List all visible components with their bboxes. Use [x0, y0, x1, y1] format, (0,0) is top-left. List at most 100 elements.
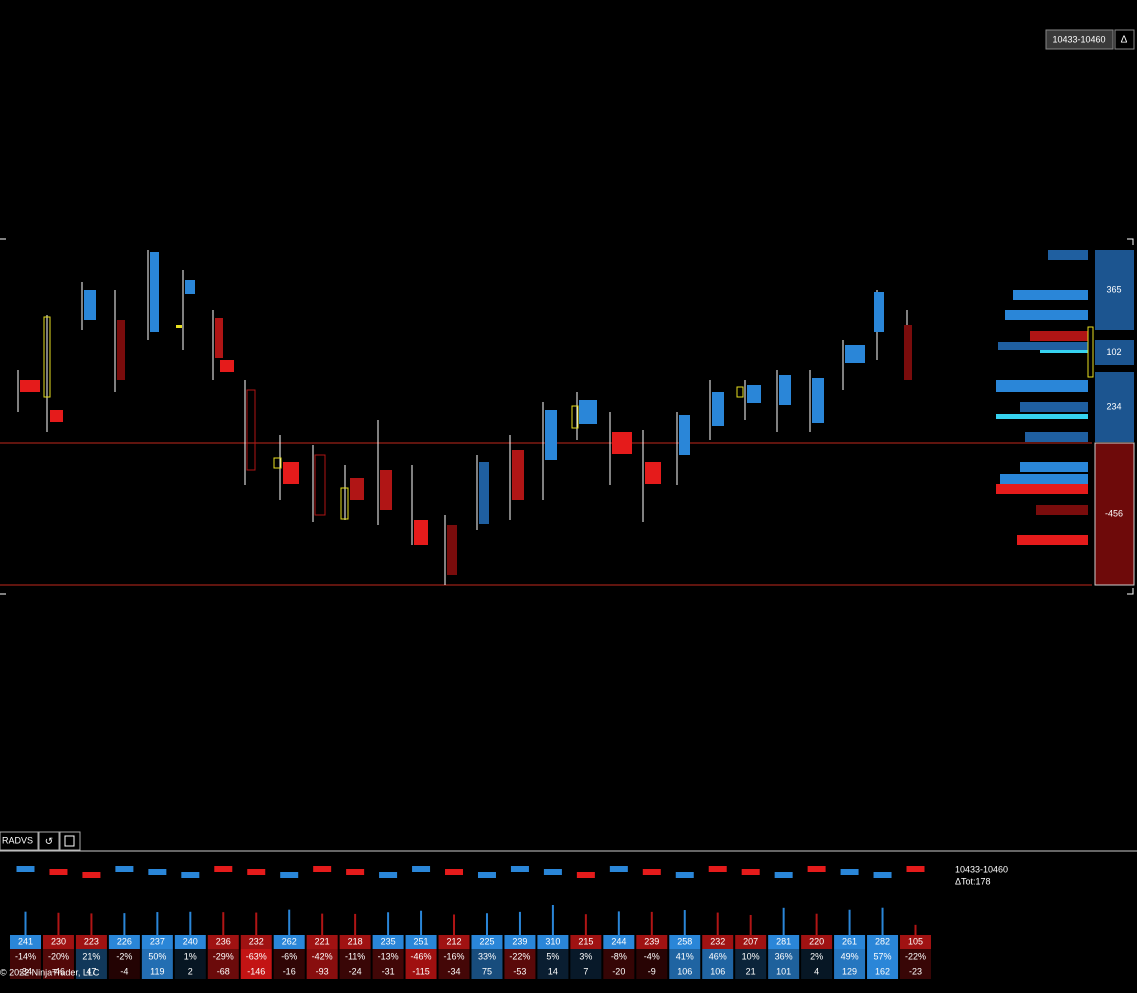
mini-candle: [774, 872, 793, 878]
total-cell: [537, 935, 569, 949]
total-value: 207: [743, 936, 758, 946]
panel-range: 10433-10460: [955, 864, 1008, 874]
total-cell: [75, 935, 107, 949]
delta-value: 2: [188, 966, 193, 976]
pct-value: -4%: [644, 951, 660, 961]
delta-button-label[interactable]: Δ: [1121, 35, 1128, 46]
range-button-label[interactable]: 10433-10460: [1052, 34, 1105, 44]
total-cell: [570, 935, 602, 949]
total-cell: [372, 935, 404, 949]
delta-button[interactable]: [1114, 29, 1135, 50]
mini-candle: [148, 869, 167, 875]
total-value: 239: [512, 936, 527, 946]
total-cell: [801, 935, 833, 949]
total-cell: [669, 935, 701, 949]
delta-value: -16: [283, 966, 296, 976]
profile-box: [1094, 442, 1135, 586]
mini-candle: [412, 866, 431, 872]
mini-candle: [807, 866, 826, 872]
total-cell: [834, 935, 866, 949]
total-value: 244: [611, 936, 626, 946]
delta-value: -53: [513, 966, 526, 976]
total-value: 258: [677, 936, 692, 946]
pct-cell: [42, 949, 74, 979]
total-value: 237: [150, 936, 165, 946]
delta-value: -34: [448, 966, 461, 976]
pct-value: -8%: [611, 951, 627, 961]
pct-cell: [867, 949, 899, 979]
total-value: 251: [414, 936, 429, 946]
delta-value: -34: [19, 966, 32, 976]
delta-value: 101: [776, 966, 791, 976]
delta-value: -68: [217, 966, 230, 976]
panel-delta-total: ΔTot:178: [955, 876, 991, 886]
mini-candle: [873, 872, 892, 878]
total-cell: [702, 935, 734, 949]
mini-candle: [214, 866, 233, 872]
range-button[interactable]: [1045, 29, 1114, 50]
reload-button[interactable]: [38, 831, 60, 851]
total-value: 262: [282, 936, 297, 946]
delta-value: 7: [583, 966, 588, 976]
total-cell: [867, 935, 899, 949]
total-cell: [273, 935, 305, 949]
delta-value: -31: [382, 966, 395, 976]
mini-candle: [477, 872, 496, 878]
volume-profile: [996, 250, 1094, 545]
pct-value: -14%: [15, 951, 36, 961]
pct-cell: [669, 949, 701, 979]
profile-box-value: -456: [1105, 508, 1123, 518]
delta-value: -23: [909, 966, 922, 976]
pct-cell: [174, 949, 206, 979]
mini-candle: [675, 872, 694, 878]
pct-cell: [438, 949, 470, 979]
reload-icon[interactable]: ↺: [45, 837, 53, 848]
total-cell: [900, 935, 931, 949]
total-value: 310: [545, 936, 560, 946]
indicator-tab[interactable]: [0, 831, 39, 851]
total-value: 239: [644, 936, 659, 946]
mini-candle: [115, 866, 134, 872]
mini-candle: [379, 872, 398, 878]
pct-cell: [207, 949, 239, 979]
total-cell: [636, 935, 668, 949]
pct-cell: [636, 949, 668, 979]
delta-value: -146: [247, 966, 265, 976]
mini-candle: [313, 866, 332, 872]
total-cell: [339, 935, 371, 949]
total-value: 225: [479, 936, 494, 946]
pct-cell: [768, 949, 800, 979]
pct-value: -46%: [411, 951, 432, 961]
settings-button[interactable]: [59, 831, 81, 851]
mini-candle: [609, 866, 628, 872]
total-value: 232: [710, 936, 725, 946]
total-cell: [471, 935, 503, 949]
pct-cell: [339, 949, 371, 979]
total-cell: [42, 935, 74, 949]
pct-cell: [801, 949, 833, 979]
total-cell: [306, 935, 338, 949]
delta-value: -46: [52, 966, 65, 976]
delta-value: 75: [482, 966, 492, 976]
pct-cell: [10, 949, 41, 979]
total-value: 105: [908, 936, 923, 946]
mini-candle: [906, 866, 925, 872]
total-value: 282: [875, 936, 890, 946]
pct-cell: [735, 949, 767, 979]
pct-value: 57%: [874, 951, 892, 961]
total-value: 223: [84, 936, 99, 946]
pct-value: 2%: [810, 951, 823, 961]
pct-value: -13%: [378, 951, 399, 961]
indicator-label[interactable]: RADVS: [2, 835, 33, 845]
delta-value: -20: [612, 966, 625, 976]
pct-value: 1%: [184, 951, 197, 961]
total-value: 230: [51, 936, 66, 946]
settings-icon[interactable]: [64, 835, 75, 847]
mini-candle: [708, 866, 727, 872]
pct-cell: [75, 949, 107, 979]
pct-value: 36%: [775, 951, 793, 961]
pct-cell: [141, 949, 173, 979]
delta-value: 162: [875, 966, 890, 976]
delta-value: 119: [150, 966, 164, 976]
profile-box-value: 365: [1106, 284, 1121, 294]
